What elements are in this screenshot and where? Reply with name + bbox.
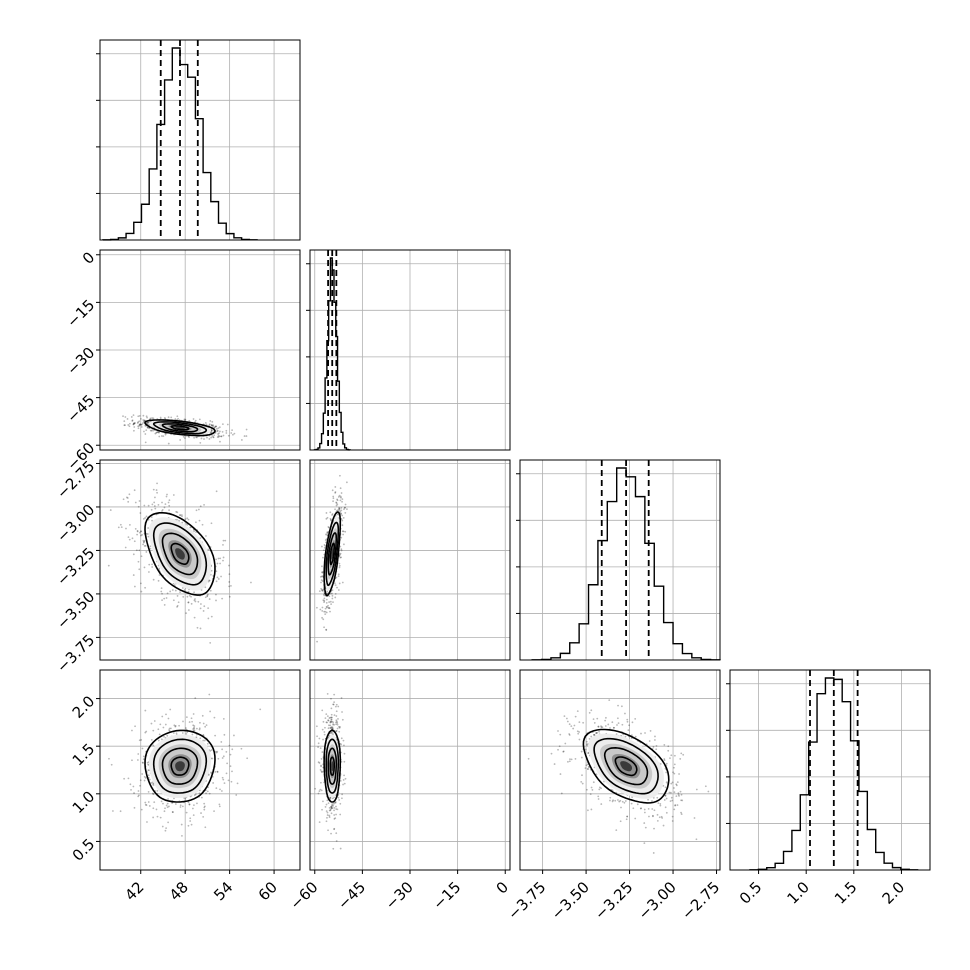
contour-line [327,532,338,576]
x-tick-label: −3.75 [504,878,549,923]
panel-frame [99,39,301,241]
hist-grid [310,263,510,404]
density-fill [620,761,632,772]
density-fill [331,548,334,560]
contour-line [582,728,670,804]
grid-lines [758,670,902,870]
y-tick-label: 1.5 [69,740,99,770]
x-tick-label: 48 [166,878,192,904]
panel-frame [99,669,301,871]
contour-line [323,511,342,597]
panel-frame [99,459,301,661]
hist-grid [520,473,720,614]
contour-line [144,729,216,803]
contour-line [325,521,340,587]
grid-lines [520,670,720,870]
grid-lines [100,250,300,450]
x-tick-label: 1.5 [831,878,861,908]
x-tick-label: 0.5 [736,878,766,908]
hist-grid [730,683,930,824]
contour-line [170,425,190,431]
contour-line [325,738,340,794]
contour-line [329,542,335,566]
y-tick-label: −3.50 [53,588,98,633]
contour-line [593,737,659,795]
scatter-panel-2-1 [309,459,511,661]
y-tick-label: −45 [63,391,98,426]
scatter-panel-2-0: −3.75−3.50−3.25−3.00−2.75 [53,457,301,676]
x-tick-label: −15 [429,878,464,913]
density-fill [175,761,185,772]
contour-line [161,747,199,785]
scatter-panel-3-1 [309,669,511,871]
y-tick-label: −3.25 [53,544,98,589]
contour-line [170,756,190,776]
histogram-panel-2 [516,459,721,661]
y-tick-label: 1.0 [69,787,99,817]
grid-lines [310,460,510,660]
y-tick-label: 0 [79,248,98,267]
x-tick-label: −3.00 [635,878,680,923]
x-tick-label: 60 [255,878,281,904]
x-tick-label: 0 [493,878,512,897]
grid-lines [314,250,506,450]
panel-frame [309,249,511,451]
x-tick-label: 54 [210,878,236,904]
y-tick-label: 0.5 [69,835,99,865]
contour-line [144,511,216,596]
x-tick-label: −3.50 [548,878,593,923]
contour-line [323,729,342,803]
y-tick-label: −15 [63,296,98,331]
x-axis-3: 0.5 1.0 1.5 2.0 [736,870,908,908]
x-tick-label: −45 [334,878,369,913]
contour-line [170,542,190,565]
y-tick-label: 2.0 [69,692,99,722]
density-fill [175,548,185,560]
contour-line [614,756,638,777]
y-tick-label: −3.75 [53,631,98,676]
contour-line [603,746,649,786]
histogram-0 [102,47,258,241]
panel-frame [309,459,511,661]
x-tick-label: −2.75 [678,878,723,923]
scatter-panel-3-2 [519,669,721,871]
histogram-panel-0 [96,39,301,241]
histogram-panel-3 [726,669,931,871]
x-axis-0: 42 48 54 60 [121,870,281,904]
histogram-3 [749,677,919,871]
contour-line [327,747,338,785]
scatter-panel-3-0: 0.5 1.0 1.5 2.0 [69,669,301,871]
histogram-panel-1 [306,249,511,451]
contour-line [329,756,335,776]
density-fill [331,761,334,772]
contour-line [161,532,199,576]
x-tick-label: −60 [286,878,321,913]
panel-frame [729,669,931,871]
contour-line [144,419,216,437]
scatter-panel-1-0: −60−45−30−150 [63,248,301,474]
hist-grid [100,53,300,194]
contour-line [152,421,208,435]
contour-line [152,522,208,586]
grid-lines [542,460,717,660]
panel-frame [519,669,721,871]
x-tick-label: 42 [121,878,147,904]
x-tick-label: 2.0 [879,878,909,908]
grid-lines [140,40,275,240]
y-tick-label: −3.00 [53,501,98,546]
contour-line [161,423,199,433]
y-tick-label: −30 [63,344,98,379]
x-tick-label: −30 [382,878,417,913]
grid-lines [310,670,510,870]
panel-frame [519,459,721,661]
x-tick-label: −3.25 [591,878,636,923]
contour-line [152,738,208,794]
x-axis-2: −3.75−3.50−3.25−3.00−2.75 [504,870,723,923]
x-tick-label: 1.0 [783,878,813,908]
x-axis-1: −60 −45 −30 −15 0 [286,870,512,913]
